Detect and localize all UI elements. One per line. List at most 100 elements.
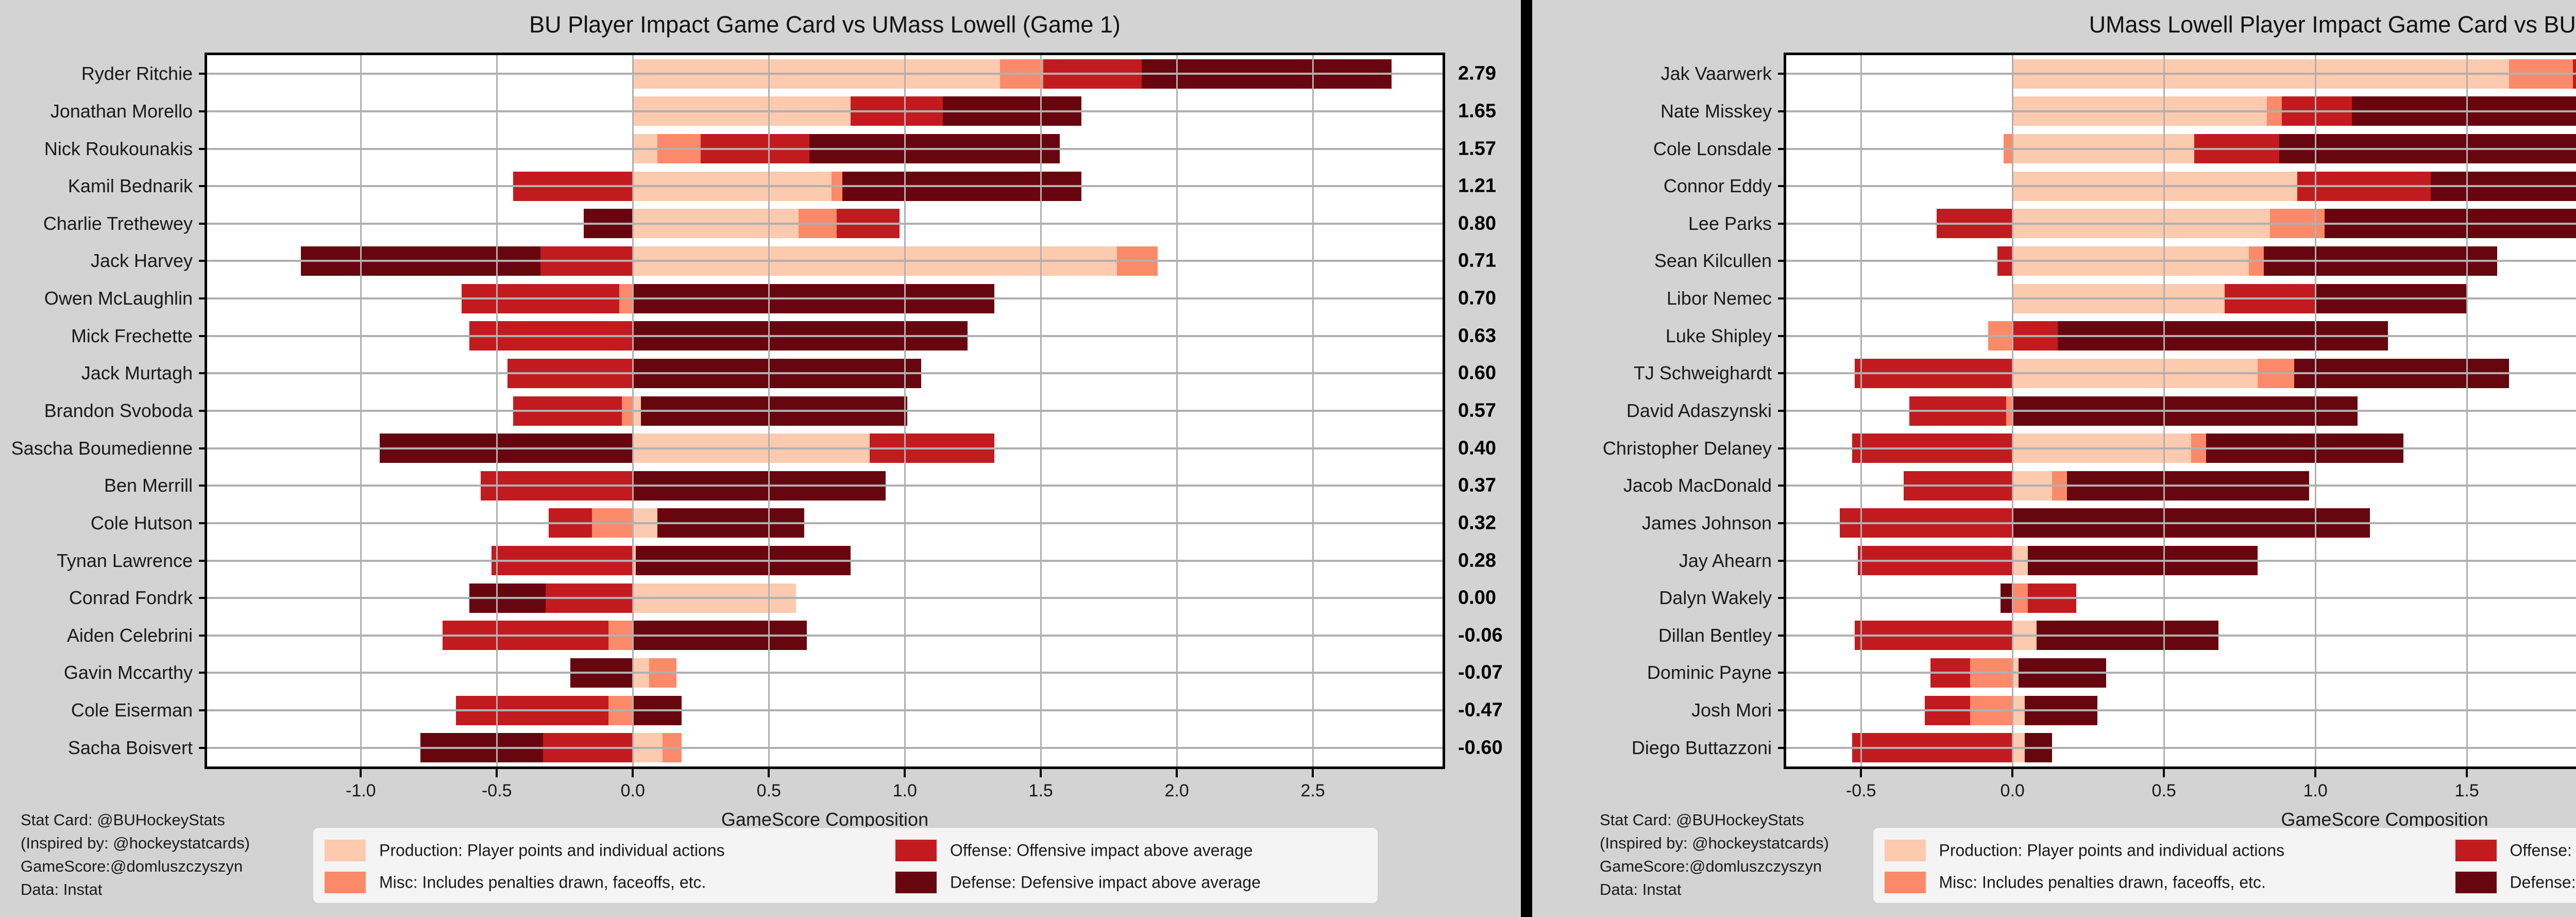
gamescore-value-label: 0.70 xyxy=(1458,287,1496,309)
x-axis-tick xyxy=(2163,769,2165,777)
credits-text-umass-lowell: Stat Card: @BUHockeyStats (Inspired by: … xyxy=(1600,811,1829,898)
y-axis-player-label: Charlie Trethewey xyxy=(43,212,193,234)
gamescore-value-label: 0.57 xyxy=(1458,399,1496,422)
gridline-horizontal xyxy=(207,709,1443,712)
y-axis-tick xyxy=(1778,185,1786,188)
y-axis-tick xyxy=(199,335,207,337)
y-axis-player-label: Josh Mori xyxy=(1691,699,1772,721)
y-axis-player-label: Jacob MacDonald xyxy=(1623,475,1772,496)
y-axis-tick xyxy=(1778,410,1786,412)
x-axis-tick-label: 1.5 xyxy=(1028,781,1053,801)
legend-label-offense: Offense: Offensive impact above average xyxy=(2510,841,2576,860)
chart-title-umass-lowell: UMass Lowell Player Impact Game Card vs … xyxy=(2089,11,2576,38)
x-axis-tick xyxy=(1312,769,1314,777)
y-axis-player-label: Tynan Lawrence xyxy=(56,549,193,571)
gamescore-value-label: 0.37 xyxy=(1458,474,1496,496)
y-axis-player-label: Conrad Fondrk xyxy=(69,587,193,609)
y-axis-tick xyxy=(199,222,207,225)
gridline-horizontal xyxy=(1786,260,2576,262)
y-axis-player-label: Cole Hutson xyxy=(90,512,193,533)
gamescore-value-label: -0.07 xyxy=(1458,661,1503,683)
gridline-horizontal xyxy=(207,73,1443,75)
y-axis-player-label: Luke Shipley xyxy=(1665,325,1772,346)
x-axis-tick xyxy=(360,769,362,777)
panel-divider xyxy=(1521,0,1532,917)
gridline-horizontal xyxy=(1786,485,2576,487)
gridline-horizontal xyxy=(1786,746,2576,749)
gridline-horizontal xyxy=(1786,559,2576,562)
legend-swatch-defense xyxy=(2455,872,2497,893)
x-axis-tick-label: 0.5 xyxy=(2151,781,2176,801)
gridline-horizontal xyxy=(207,634,1443,637)
y-axis-player-label: Kamil Bednarik xyxy=(67,175,193,197)
legend-swatch-defense xyxy=(895,872,937,893)
legend-umass-lowell: Production: Player points and individual… xyxy=(1872,827,2576,904)
x-axis-tick xyxy=(768,769,770,777)
x-axis-tick xyxy=(904,769,906,777)
legend-label-production: Production: Player points and individual… xyxy=(379,841,725,860)
gridline-horizontal xyxy=(1786,447,2576,449)
x-axis-tick-label: -0.5 xyxy=(1845,781,1876,801)
x-axis-tick-label: 1.0 xyxy=(892,781,917,801)
y-axis-player-label: Christopher Delaney xyxy=(1602,437,1772,459)
gridline-horizontal xyxy=(1786,147,2576,150)
y-axis-tick xyxy=(1778,222,1786,225)
legend-label-offense: Offense: Offensive impact above average xyxy=(950,841,1253,860)
x-axis-label-umass-lowell: GameScore Composition xyxy=(2281,809,2488,830)
y-axis-tick xyxy=(1778,485,1786,487)
gridline-horizontal xyxy=(1786,597,2576,599)
y-axis-player-label: Mick Frechette xyxy=(71,325,193,346)
y-axis-player-label: TJ Schweighardt xyxy=(1633,362,1772,384)
y-axis-player-label: Sacha Boisvert xyxy=(67,737,193,758)
x-axis-tick xyxy=(1176,769,1178,777)
gridline-horizontal xyxy=(1786,222,2576,225)
y-axis-tick xyxy=(199,410,207,412)
y-axis-player-label: Cole Eiserman xyxy=(71,699,193,721)
y-axis-player-label: Ryder Ritchie xyxy=(81,63,193,85)
x-axis-tick-label: -0.5 xyxy=(481,781,512,801)
y-axis-tick xyxy=(1778,335,1786,337)
gridline-horizontal xyxy=(1786,672,2576,674)
gamescore-value-label: 1.65 xyxy=(1458,100,1496,122)
gridline-horizontal xyxy=(1786,73,2576,75)
y-axis-tick xyxy=(1778,634,1786,637)
y-axis-tick xyxy=(199,522,207,524)
gamescore-value-label: 0.80 xyxy=(1458,212,1496,235)
gridline-horizontal xyxy=(1786,410,2576,412)
y-axis-tick xyxy=(199,147,207,150)
legend-bu: Production: Player points and individual… xyxy=(312,827,1379,904)
gridline-horizontal xyxy=(1786,335,2576,337)
gridline-horizontal xyxy=(207,147,1443,150)
y-axis-player-label: Dominic Payne xyxy=(1647,662,1772,683)
gridline-horizontal xyxy=(1786,522,2576,524)
y-axis-player-label: Brandon Svoboda xyxy=(44,400,193,421)
y-axis-tick xyxy=(1778,522,1786,524)
y-axis-player-label: Dillan Bentley xyxy=(1658,624,1772,646)
y-axis-tick xyxy=(199,559,207,562)
y-axis-tick xyxy=(199,485,207,487)
gamescore-value-label: 1.21 xyxy=(1458,175,1496,197)
legend-swatch-offense xyxy=(2455,840,2497,861)
y-axis-tick xyxy=(1778,260,1786,262)
gridline-horizontal xyxy=(1786,297,2576,300)
y-axis-tick xyxy=(199,634,207,637)
y-axis-tick xyxy=(199,110,207,112)
gridline-horizontal xyxy=(207,522,1443,524)
y-axis-player-label: Owen McLaughlin xyxy=(44,288,193,309)
x-axis-tick xyxy=(1860,769,1862,777)
y-axis-player-label: Jak Vaarwerk xyxy=(1660,63,1772,85)
gridline-horizontal xyxy=(1786,110,2576,112)
y-axis-tick xyxy=(199,672,207,674)
y-axis-player-label: Ben Merrill xyxy=(104,475,193,496)
chart-title-bu: BU Player Impact Game Card vs UMass Lowe… xyxy=(529,11,1121,38)
x-axis-label-bu: GameScore Composition xyxy=(721,809,929,830)
legend-swatch-offense xyxy=(895,840,937,861)
gridline-horizontal xyxy=(207,372,1443,375)
y-axis-tick xyxy=(1778,372,1786,375)
gridline-horizontal xyxy=(207,110,1443,112)
y-axis-tick xyxy=(199,73,207,75)
legend-label-defense: Defense: Defensive impact above average xyxy=(950,873,1261,892)
legend-swatch-production xyxy=(1884,840,1926,861)
y-axis-tick xyxy=(1778,746,1786,749)
y-axis-tick xyxy=(1778,447,1786,449)
